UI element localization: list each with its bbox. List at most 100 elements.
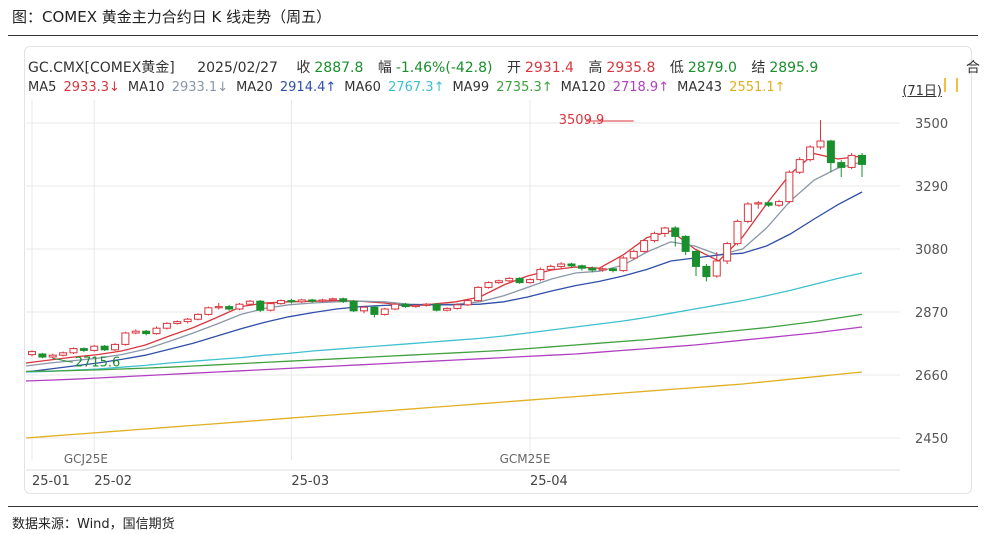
candle-down	[692, 250, 700, 267]
candle-up	[245, 300, 254, 305]
ma-value-ma120: 2718.9↑	[612, 80, 670, 95]
ma-line-ma10	[25, 161, 863, 367]
candle-up	[723, 243, 732, 262]
candle-up	[484, 282, 493, 288]
candle-up	[557, 263, 566, 267]
candle-up	[183, 318, 192, 323]
candle-up	[443, 307, 451, 311]
ma-value-ma10: 2933.1↓	[171, 80, 229, 95]
candle-down	[287, 300, 296, 303]
candle-down	[339, 298, 348, 302]
ma-label-ma10: MA10	[127, 80, 169, 95]
x-tick-label: 25-02	[94, 474, 132, 489]
candle-up	[28, 351, 36, 356]
y-tick-label: 3500	[915, 117, 948, 132]
ma-label-ma243: MA243	[677, 80, 727, 95]
candle-up	[391, 303, 400, 310]
candle-up	[277, 300, 285, 305]
ma-label-ma120: MA120	[560, 80, 610, 95]
high-annotation: 3509.9	[559, 113, 605, 128]
candle-up	[235, 303, 244, 310]
ma-value-ma99: 2735.3↑	[496, 80, 553, 95]
low-label: 低	[669, 60, 684, 76]
x-tick-label: 25-04	[530, 474, 568, 489]
ma-line-ma20	[25, 191, 863, 373]
candle-up	[526, 279, 534, 284]
ma-label-ma20: MA20	[236, 80, 277, 95]
change-value: -1.46%(-42.8)	[395, 60, 493, 76]
low-value: 2879.0	[687, 60, 737, 76]
candle-up	[48, 354, 57, 358]
candle-up	[214, 306, 223, 309]
y-tick-label: 3290	[915, 180, 948, 195]
candle-up	[131, 330, 140, 334]
top-rule	[8, 35, 978, 36]
candle-down	[515, 277, 524, 284]
chart-panel[interactable]	[24, 46, 972, 494]
ma-line-ma99	[25, 313, 863, 373]
bottom-rule	[8, 506, 978, 507]
candle-up	[194, 313, 202, 320]
candle-up	[743, 203, 752, 222]
candle-up	[795, 159, 804, 173]
candle-up	[847, 154, 856, 168]
candle-up	[111, 343, 119, 351]
y-tick-label: 2870	[915, 306, 948, 321]
candle-down	[567, 263, 576, 267]
candle-up	[754, 202, 763, 205]
period-selector[interactable]: (71日)	[902, 84, 942, 99]
candle-up	[660, 227, 669, 234]
candle-down	[256, 300, 265, 311]
candle-up	[297, 299, 306, 303]
ma-label-ma99: MA99	[452, 80, 494, 95]
ma-value-ma60: 2767.3↑	[388, 80, 445, 95]
candle-up	[380, 308, 389, 315]
candle-down	[588, 267, 597, 271]
ma-line-ma5	[25, 152, 863, 364]
x-tick-label: 25-01	[32, 474, 70, 489]
candle-up	[816, 140, 825, 148]
candle-down	[100, 345, 109, 351]
symbol: GC.CMX[COMEX黄金]	[28, 60, 175, 76]
candle-down	[142, 330, 151, 335]
settle-value: 2895.9	[769, 60, 819, 76]
quote-info-row: GC.CMX[COMEX黄金] 2025/02/27 收 2887.8 幅 -1.4…	[28, 57, 822, 77]
candle-up	[266, 303, 275, 311]
candle-up	[494, 280, 503, 284]
candle-down	[681, 235, 690, 252]
ma-label-ma5: MA5	[28, 80, 61, 95]
candle-up	[536, 268, 545, 281]
truncated-label: 合	[966, 60, 980, 76]
candle-down	[79, 348, 88, 351]
candle-up	[173, 321, 182, 324]
data-source: 数据来源：Wind，国信期货	[12, 517, 175, 532]
candle-down	[308, 299, 317, 302]
close-label: 收	[296, 60, 311, 76]
change-label: 幅	[377, 60, 392, 76]
candle-down	[764, 202, 773, 206]
pause-icon[interactable]	[944, 78, 958, 92]
low-annotation-line	[52, 357, 73, 363]
settle-label: 结	[751, 60, 766, 76]
candle-up	[360, 306, 368, 312]
high-value: 2935.8	[606, 60, 656, 76]
candle-down	[38, 353, 47, 358]
candle-up	[775, 201, 783, 206]
candle-up	[411, 304, 420, 308]
candle-down	[432, 303, 441, 311]
candle-up	[90, 345, 99, 351]
candle-up	[806, 146, 815, 161]
candle-down	[702, 265, 711, 278]
ma-value-ma243: 2551.1↑	[729, 80, 786, 95]
ma-line-ma60	[25, 272, 863, 373]
candle-up	[318, 299, 327, 302]
candle-up	[204, 307, 213, 315]
candle-up	[505, 277, 514, 282]
moving-average-legend: MA5 2933.3↓ MA10 2933.1↓ MA20 2914.4↑ MA60 …	[28, 80, 794, 95]
candle-up	[650, 232, 659, 242]
y-tick-label: 2450	[915, 432, 948, 447]
ma-value-ma20: 2914.4↑	[279, 80, 337, 95]
candle-up	[463, 300, 472, 306]
ma-line-ma243	[25, 371, 863, 439]
